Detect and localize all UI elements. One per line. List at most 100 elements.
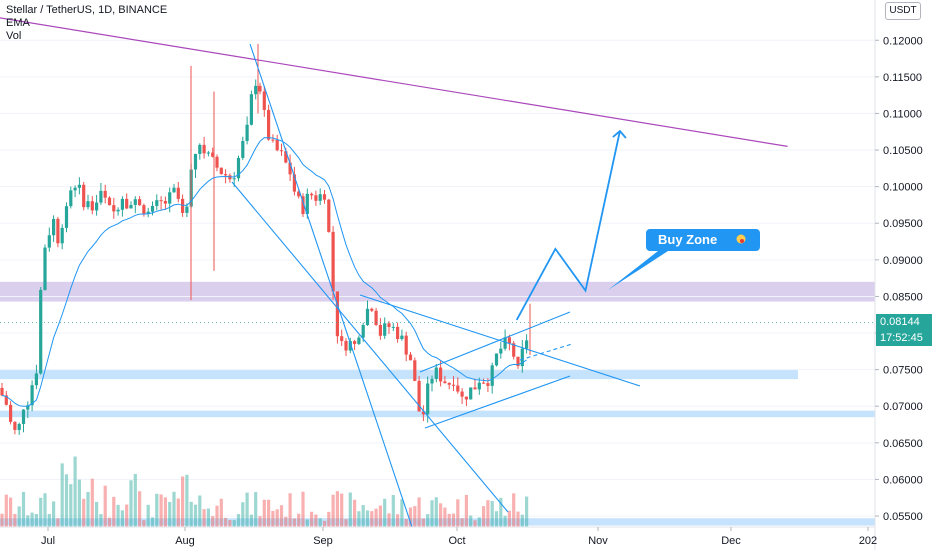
candle-body <box>185 206 189 213</box>
candle-body <box>155 200 159 206</box>
candle-body <box>464 396 468 400</box>
candle-body <box>47 235 51 248</box>
volume-bar <box>413 506 417 527</box>
volume-bar <box>64 474 69 527</box>
price-tick-label: 0.07500 <box>883 365 923 377</box>
price-tick-label: 0.06500 <box>883 438 923 450</box>
candle-body <box>525 340 529 349</box>
volume-bar <box>211 516 215 527</box>
candle-body <box>202 144 206 154</box>
volume-bar <box>73 456 77 527</box>
volume-bar <box>150 517 155 527</box>
volume-bar <box>90 478 94 527</box>
candle-body <box>116 209 120 212</box>
time-axis[interactable]: Jul Aug Sep Oct Nov Dec 202 <box>0 526 877 547</box>
candle-body <box>13 421 17 430</box>
volume-bar <box>125 504 129 527</box>
volume-bar <box>469 515 473 527</box>
volume-bar <box>353 499 357 527</box>
candle-body <box>228 175 232 180</box>
support-zone <box>0 410 875 418</box>
volume-bar <box>361 505 365 527</box>
candle-body <box>215 156 219 168</box>
candle-body <box>241 140 245 158</box>
volume-indicator-label[interactable]: Vol <box>6 30 22 42</box>
volume-bar <box>47 513 51 527</box>
candle-body <box>310 193 314 196</box>
candle-body <box>4 395 8 405</box>
volume-bar <box>120 510 124 527</box>
candle-body <box>26 405 30 410</box>
candle-body <box>232 178 236 180</box>
candle-body <box>297 191 301 197</box>
volume-bar <box>258 516 262 527</box>
candle-body <box>254 85 258 95</box>
candle-body <box>396 326 400 339</box>
volume-bar <box>404 518 408 527</box>
currency-button[interactable]: USDT <box>885 2 921 20</box>
candle-body <box>486 383 490 386</box>
volume-bar <box>224 517 228 527</box>
volume-bar <box>279 505 284 527</box>
price-tick-label: 0.07000 <box>883 401 923 413</box>
volume-bar <box>520 514 524 527</box>
candle-body <box>301 196 305 215</box>
candle-body <box>103 190 107 198</box>
buy-zone-label: Buy Zone <box>658 232 717 247</box>
candle-body <box>34 373 38 386</box>
candle-body <box>318 194 322 201</box>
volume-bar <box>168 501 172 527</box>
volume-bar <box>477 517 481 527</box>
volume-bar <box>473 520 477 527</box>
ema-indicator-label[interactable]: EMA <box>6 17 30 29</box>
candle-body <box>43 247 47 290</box>
candle-body <box>138 199 142 206</box>
channel-upper-line <box>249 43 413 528</box>
candle-body <box>224 174 228 176</box>
candle-body <box>439 367 443 382</box>
candle-body <box>512 343 516 357</box>
candle-body <box>417 380 421 412</box>
volume-bar <box>254 492 258 527</box>
candle-body <box>245 124 249 141</box>
volume-bar <box>348 492 352 527</box>
candle-body <box>322 194 327 200</box>
volume-bar <box>331 494 335 527</box>
candle-body <box>387 323 391 328</box>
volume-bar <box>185 474 189 527</box>
volume-bar <box>434 497 438 527</box>
volume-bar <box>486 500 490 527</box>
volume-bar <box>408 507 413 527</box>
drawings-layer[interactable]: Buy Zone <box>0 11 875 528</box>
candle-body <box>279 150 284 152</box>
candle-body <box>219 167 223 175</box>
candle-body <box>95 202 99 211</box>
volume-bar <box>52 501 56 527</box>
price-tick-label: 0.05500 <box>883 511 923 523</box>
volume-bar <box>383 498 387 527</box>
volume-bar <box>490 501 494 527</box>
volume-bar <box>460 518 464 527</box>
price-axis[interactable]: 0.12000 0.11500 0.11000 0.10500 0.10000 0.095… <box>874 0 923 550</box>
volume-bar <box>241 502 245 527</box>
volume-bar <box>421 518 425 527</box>
candle-body <box>39 289 43 374</box>
candles-layer <box>0 43 531 435</box>
candle-body <box>193 153 198 170</box>
candle-body <box>391 326 395 328</box>
volume-bar <box>86 492 90 527</box>
volume-bar <box>262 499 266 527</box>
volume-bar <box>206 508 210 527</box>
candle-body <box>77 184 81 188</box>
volume-bar <box>370 511 374 527</box>
volume-bar <box>138 491 142 527</box>
price-tick-label: 0.08500 <box>883 291 923 303</box>
volume-bar <box>322 520 327 527</box>
volume-bar <box>245 492 249 527</box>
candle-body <box>90 201 94 211</box>
candle-body <box>284 151 288 163</box>
volume-bar <box>172 491 176 527</box>
candle-body <box>353 341 357 344</box>
candle-body <box>82 184 86 208</box>
